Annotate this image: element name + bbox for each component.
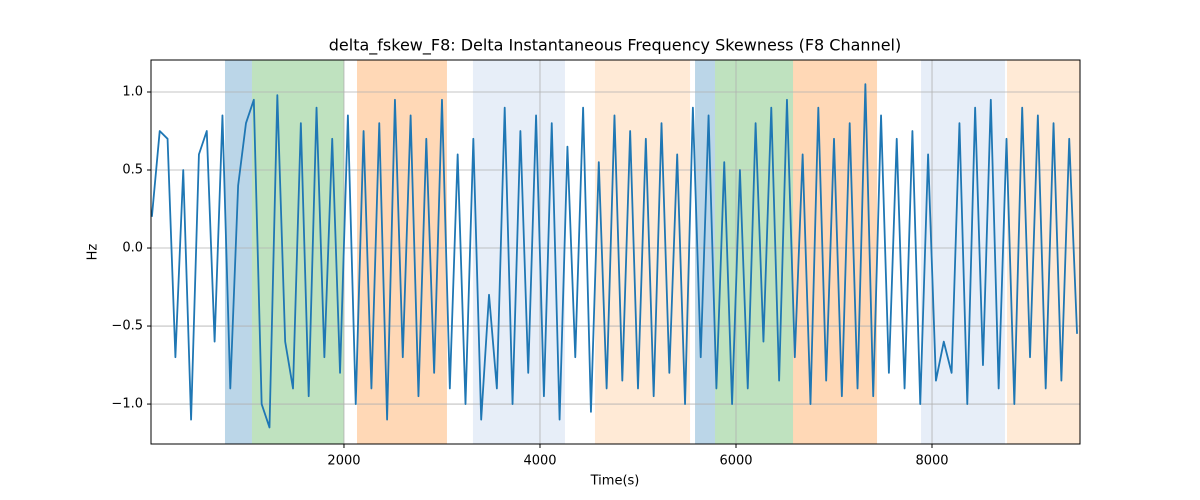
x-tick-label: 4000 <box>523 454 556 469</box>
data-line <box>150 83 1078 429</box>
x-axis-label: Time(s) <box>590 474 640 489</box>
shaded-span <box>251 60 344 444</box>
chart-title: delta_fskew_F8: Delta Instantaneous Freq… <box>329 36 901 56</box>
y-tick-label: −0.5 <box>111 319 143 334</box>
x-tick-label: 8000 <box>915 454 948 469</box>
y-axis-label: Hz <box>86 244 101 261</box>
y-tick-label: −1.0 <box>111 397 143 412</box>
shaded-span <box>472 60 565 444</box>
plot-frame <box>150 59 1081 445</box>
y-tick-label: 0.0 <box>122 241 143 256</box>
x-tick-label: 6000 <box>719 454 752 469</box>
x-tick-label: 2000 <box>327 454 360 469</box>
y-tick-label: 0.5 <box>122 163 143 178</box>
shaded-span <box>793 60 878 444</box>
y-tick-label: 1.0 <box>122 84 143 99</box>
